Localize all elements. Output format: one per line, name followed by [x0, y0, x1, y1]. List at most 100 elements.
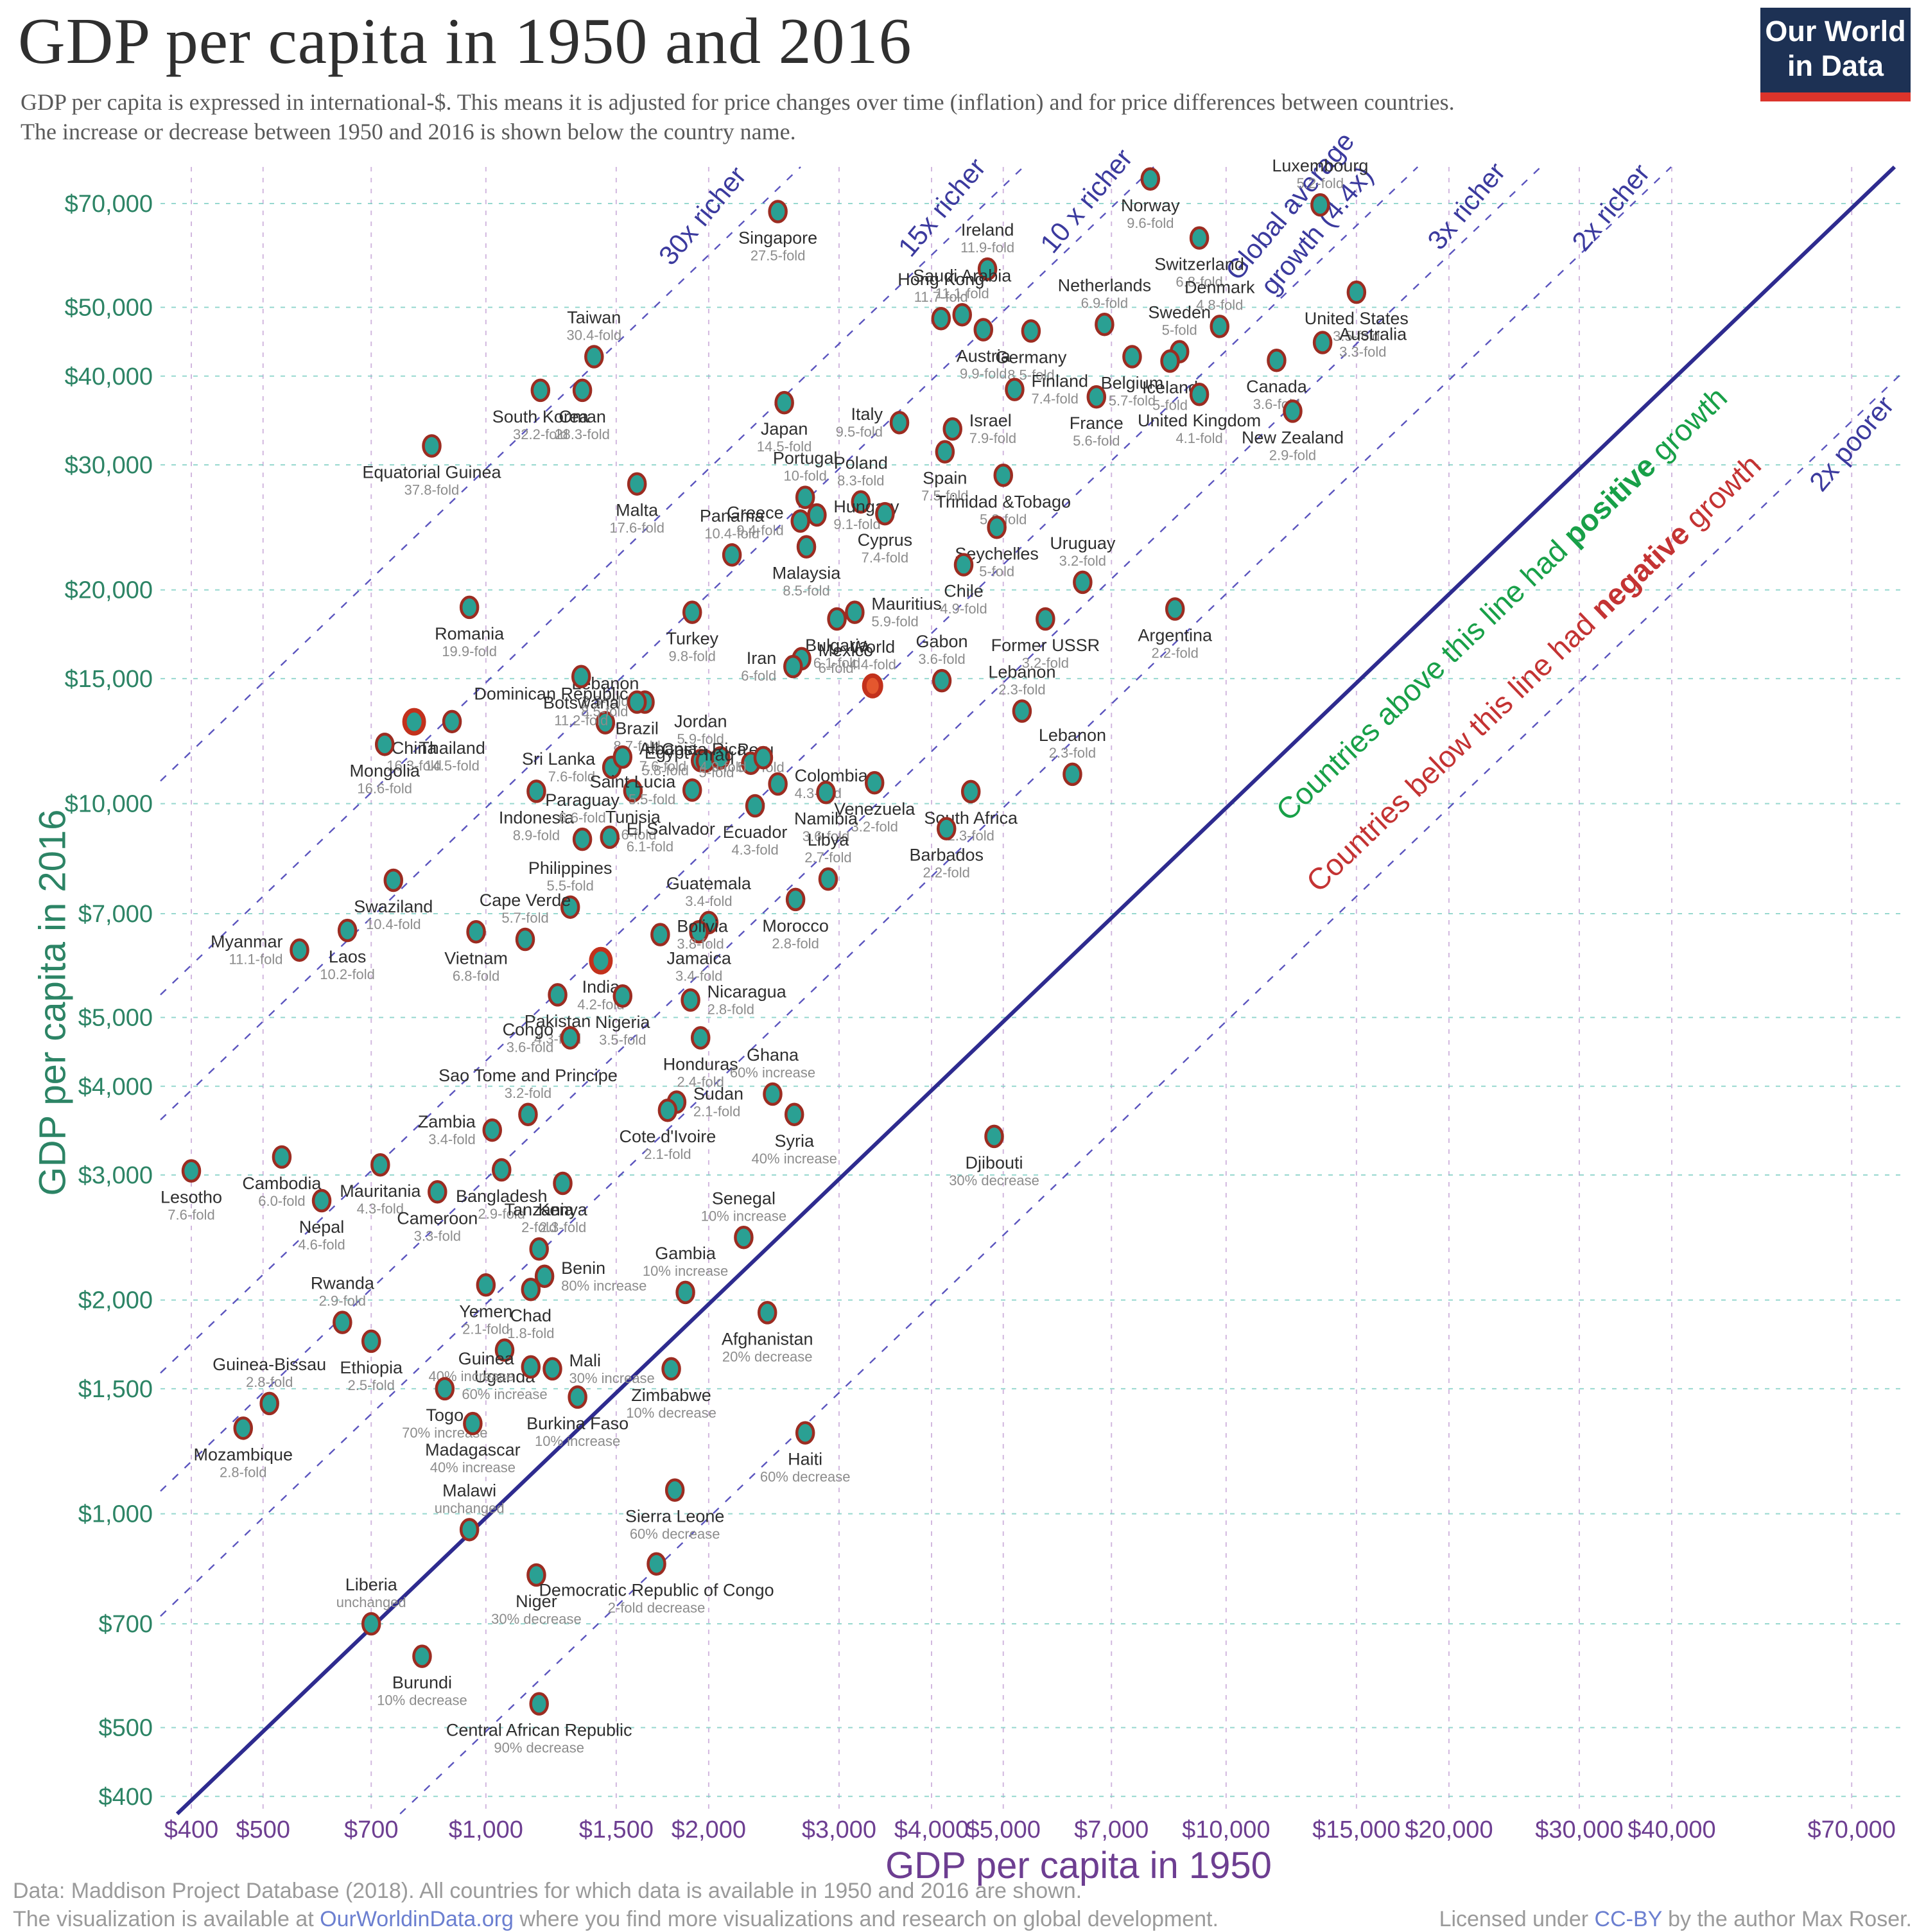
data-point-germany[interactable] — [1021, 319, 1041, 343]
data-point-united-states[interactable] — [1346, 280, 1367, 304]
data-point-mozambique[interactable] — [233, 1416, 254, 1440]
ccby-link[interactable]: CC-BY — [1594, 1907, 1662, 1931]
data-point-indonesia[interactable] — [526, 779, 546, 803]
data-point-united-kingdom[interactable] — [1189, 382, 1210, 406]
data-point-chad[interactable] — [521, 1277, 541, 1301]
data-point-switzerland[interactable] — [1189, 226, 1210, 250]
data-point-south-africa[interactable] — [960, 779, 981, 804]
data-point-swaziland[interactable] — [383, 868, 404, 892]
data-point-senegal[interactable] — [734, 1226, 754, 1249]
data-point-cyprus[interactable] — [875, 501, 895, 526]
data-point-colombia[interactable] — [768, 772, 788, 796]
data-point-malta[interactable] — [627, 472, 647, 496]
data-point-india[interactable] — [589, 946, 613, 975]
data-point-ecuador[interactable] — [745, 794, 765, 818]
data-point-bulgaria[interactable] — [827, 607, 847, 631]
data-point-lebanon[interactable] — [1063, 762, 1082, 787]
data-point-burundi[interactable] — [412, 1644, 432, 1668]
data-point-equatorial-guinea[interactable] — [422, 434, 442, 458]
data-point-afghanistan[interactable] — [757, 1301, 777, 1325]
data-point-canada[interactable] — [1267, 348, 1287, 372]
owid-link[interactable]: OurWorldinData.org — [320, 1907, 514, 1931]
data-point-gabon[interactable] — [932, 668, 952, 693]
data-point-lesotho[interactable] — [181, 1159, 202, 1183]
data-point-lebanon[interactable] — [1012, 699, 1032, 723]
data-point-trinidad-tobago[interactable] — [993, 464, 1013, 487]
data-point-finland[interactable] — [1005, 378, 1025, 401]
data-point-tunisia[interactable] — [623, 779, 643, 803]
data-point-austria[interactable] — [973, 318, 994, 342]
data-point-nicaragua[interactable] — [681, 988, 700, 1012]
data-point-cape-verde[interactable] — [515, 927, 535, 952]
data-point-paraguay[interactable] — [572, 827, 593, 851]
data-point-albania[interactable] — [612, 745, 633, 769]
data-point-pakistan[interactable] — [548, 983, 568, 1007]
data-point-togo[interactable] — [435, 1377, 455, 1401]
data-point-uruguay[interactable] — [1073, 570, 1093, 595]
data-point-spain[interactable] — [935, 440, 955, 464]
data-point-congo[interactable] — [560, 1026, 580, 1050]
data-point-sierra-leone[interactable] — [664, 1478, 685, 1502]
data-point-norway[interactable] — [1140, 167, 1161, 191]
data-point-namibia[interactable] — [816, 780, 836, 805]
data-point-bangladesh[interactable] — [492, 1158, 512, 1182]
data-point-syria[interactable] — [784, 1102, 804, 1127]
data-point-chile[interactable] — [953, 553, 974, 577]
data-point-libya[interactable] — [818, 867, 838, 891]
data-point-singapore[interactable] — [768, 200, 788, 223]
data-point-costa-rica[interactable] — [753, 745, 774, 770]
data-point-panama[interactable] — [722, 543, 742, 567]
data-point-taiwan[interactable] — [584, 345, 604, 369]
data-point-netherlands[interactable] — [1095, 313, 1115, 336]
data-point-bolivia[interactable] — [650, 923, 670, 946]
data-point-barbados[interactable] — [936, 817, 957, 840]
data-point-democratic-republic-of-congo[interactable] — [646, 1552, 666, 1576]
data-point-iran[interactable] — [783, 654, 803, 679]
data-point-rwanda[interactable] — [333, 1310, 352, 1334]
data-point-laos[interactable] — [337, 918, 358, 943]
data-point-thailand[interactable] — [442, 709, 462, 734]
data-point-burkina-faso[interactable] — [568, 1385, 587, 1409]
data-point-uganda[interactable] — [494, 1338, 515, 1362]
data-point-venezuela[interactable] — [864, 770, 885, 795]
data-point-portugal[interactable] — [795, 485, 815, 509]
data-point-malawi[interactable] — [459, 1518, 480, 1542]
data-point-oman[interactable] — [572, 378, 593, 403]
data-point-mauritius[interactable] — [845, 600, 865, 624]
data-point-argentina[interactable] — [1165, 597, 1185, 621]
data-point-cameroon[interactable] — [428, 1180, 447, 1204]
data-point-brazil[interactable] — [627, 690, 647, 714]
data-point-el-salvador[interactable] — [600, 825, 620, 849]
data-point-france[interactable] — [1086, 385, 1107, 409]
data-point-saint-lucia[interactable] — [682, 778, 702, 802]
data-point-jamaica[interactable] — [689, 920, 709, 944]
data-point-ireland[interactable] — [977, 257, 998, 281]
data-point-denmark[interactable] — [1210, 315, 1229, 338]
data-point-philippines[interactable] — [560, 895, 580, 919]
data-point-china[interactable] — [402, 708, 426, 736]
data-point-gambia[interactable] — [675, 1280, 695, 1305]
data-point-ghana[interactable] — [763, 1082, 783, 1106]
data-point-peru[interactable] — [711, 746, 731, 770]
data-point-honduras[interactable] — [690, 1026, 711, 1050]
data-point-zimbabwe[interactable] — [661, 1357, 681, 1381]
data-point-south-korea[interactable] — [530, 378, 551, 403]
data-point-cambodia[interactable] — [272, 1145, 292, 1169]
data-point-seychelles[interactable] — [987, 516, 1007, 539]
data-point-nigeria[interactable] — [612, 984, 633, 1008]
data-point-hungary[interactable] — [807, 503, 827, 527]
data-point-niger[interactable] — [526, 1563, 546, 1587]
data-point-guinea-bissau[interactable] — [259, 1391, 279, 1416]
data-point-djibouti[interactable] — [984, 1124, 1004, 1149]
data-point-former-ussr[interactable] — [1036, 607, 1055, 631]
data-point-new-zealand[interactable] — [1283, 399, 1303, 423]
data-point-mauritania[interactable] — [370, 1153, 390, 1177]
data-point-iceland[interactable] — [1160, 349, 1180, 373]
data-point-ethiopia[interactable] — [361, 1329, 381, 1353]
data-point-nepal[interactable] — [311, 1188, 332, 1213]
data-point-haiti[interactable] — [795, 1421, 815, 1445]
data-point-yemen[interactable] — [476, 1273, 496, 1297]
data-point-poland[interactable] — [851, 490, 871, 514]
data-point-morocco[interactable] — [785, 887, 806, 912]
data-point-kenya[interactable] — [553, 1171, 573, 1196]
